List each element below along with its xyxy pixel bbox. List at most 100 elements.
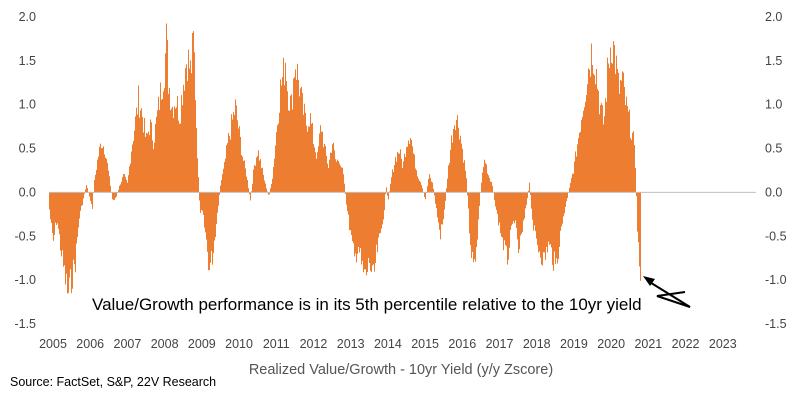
- source-note: Source: FactSet, S&P, 22V Research: [10, 375, 216, 389]
- bar: [513, 192, 514, 222]
- bar: [202, 192, 203, 212]
- bar: [605, 98, 606, 193]
- bar: [274, 158, 275, 193]
- bar: [321, 131, 322, 193]
- bar: [227, 143, 228, 193]
- bar: [105, 157, 106, 193]
- y-tick-label-right: 0.0: [765, 185, 782, 199]
- bar: [403, 161, 404, 193]
- bar: [150, 119, 151, 193]
- bar: [389, 191, 390, 193]
- bar: [179, 123, 180, 193]
- bar: [563, 192, 564, 217]
- bar: [257, 156, 258, 193]
- bar: [238, 128, 239, 193]
- bar: [194, 52, 195, 193]
- bar: [319, 133, 320, 193]
- x-tick-label: 2014: [374, 337, 402, 351]
- bar: [316, 158, 317, 193]
- y-tick-label-left: 1.0: [19, 98, 36, 112]
- bar: [275, 145, 276, 193]
- bar: [283, 57, 284, 193]
- bar: [572, 173, 573, 193]
- bar: [276, 132, 277, 193]
- bar: [155, 123, 156, 193]
- bar: [168, 93, 169, 193]
- bar: [230, 139, 231, 193]
- bar: [422, 188, 423, 193]
- bar: [394, 165, 395, 193]
- bar: [51, 192, 52, 224]
- bar: [187, 80, 188, 193]
- bar: [303, 114, 304, 193]
- bar: [460, 135, 461, 193]
- bar: [65, 192, 66, 285]
- bar: [56, 192, 57, 226]
- bar: [345, 192, 346, 195]
- bar: [299, 96, 300, 193]
- bar: [293, 78, 294, 193]
- bar: [510, 192, 511, 230]
- bar: [134, 130, 135, 193]
- bar: [599, 114, 600, 193]
- bar: [325, 146, 326, 193]
- x-axis-title: Realized Value/Growth - 10yr Yield (y/y …: [249, 362, 553, 378]
- bar: [574, 161, 575, 193]
- bar: [437, 192, 438, 218]
- bar: [420, 182, 421, 193]
- bar: [73, 192, 74, 260]
- bar: [542, 192, 543, 266]
- bar: [474, 192, 475, 260]
- bar: [487, 173, 488, 193]
- bar: [77, 192, 78, 238]
- bar: [398, 153, 399, 193]
- bar: [433, 188, 434, 193]
- bar: [359, 192, 360, 253]
- bar: [350, 192, 351, 231]
- bar: [79, 192, 80, 219]
- bar: [333, 142, 334, 193]
- bar: [557, 192, 558, 264]
- bar: [207, 192, 208, 252]
- bar: [417, 176, 418, 193]
- bar: [174, 106, 175, 193]
- bar: [623, 72, 624, 193]
- x-tick-label: 2018: [523, 337, 551, 351]
- bar: [380, 192, 381, 233]
- bar: [369, 192, 370, 264]
- bar: [199, 192, 200, 201]
- bar: [585, 101, 586, 193]
- bar: [241, 155, 242, 193]
- bar: [337, 159, 338, 193]
- bar: [456, 119, 457, 193]
- bar: [147, 133, 148, 193]
- bar: [382, 192, 383, 225]
- bar: [508, 192, 509, 260]
- bar: [343, 174, 344, 193]
- y-tick-label-right: 1.0: [765, 98, 782, 112]
- bar: [430, 177, 431, 193]
- bar: [467, 192, 468, 196]
- x-tick-label: 2010: [225, 337, 253, 351]
- bar: [637, 192, 638, 232]
- x-tick-label: 2008: [151, 337, 179, 351]
- bar: [397, 151, 398, 193]
- bar: [98, 156, 99, 193]
- bar: [125, 176, 126, 193]
- bar: [395, 157, 396, 193]
- bar: [351, 192, 352, 236]
- bar: [544, 192, 545, 253]
- bar: [335, 159, 336, 193]
- bar: [358, 192, 359, 247]
- bar: [206, 192, 207, 240]
- bar: [332, 144, 333, 193]
- bar: [176, 107, 177, 193]
- bar: [520, 192, 521, 236]
- bar: [205, 192, 206, 233]
- bar: [473, 192, 474, 263]
- bar: [302, 92, 303, 193]
- bar: [291, 94, 292, 193]
- bar: [461, 143, 462, 193]
- bar: [541, 192, 542, 265]
- x-tick-label: 2006: [76, 337, 104, 351]
